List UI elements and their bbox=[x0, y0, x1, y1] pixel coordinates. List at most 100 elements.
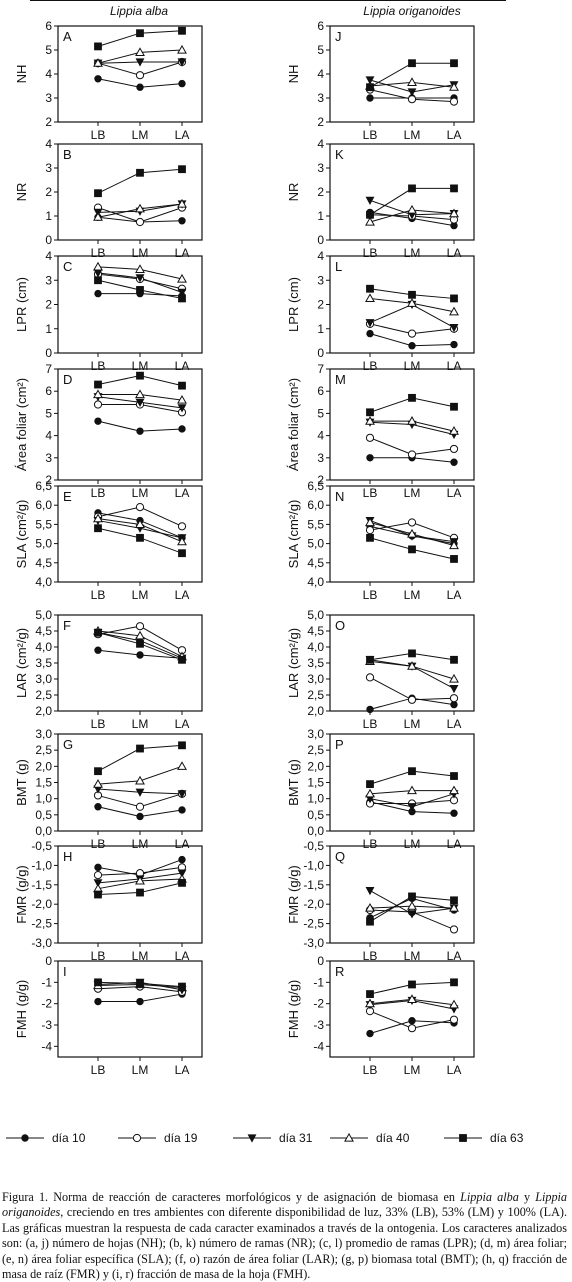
data-point bbox=[450, 294, 458, 303]
panel-letter-h: H bbox=[63, 849, 72, 864]
y-tick-label: 2 bbox=[317, 115, 324, 129]
data-point bbox=[177, 288, 187, 298]
data-point bbox=[449, 999, 459, 1009]
panel-letter-p: P bbox=[335, 737, 344, 752]
panel-frame bbox=[329, 25, 475, 123]
data-point bbox=[135, 503, 145, 512]
data-point bbox=[178, 79, 186, 88]
y-tick-label: -1,0 bbox=[31, 858, 52, 872]
data-point bbox=[407, 994, 417, 1003]
data-point bbox=[135, 217, 145, 227]
data-point bbox=[135, 802, 145, 811]
data-point bbox=[449, 426, 459, 435]
data-point bbox=[94, 997, 102, 1006]
data-point bbox=[407, 450, 417, 459]
y-tick-label: 0 bbox=[45, 346, 52, 360]
caption-species-1: Lippia alba bbox=[460, 1190, 519, 1204]
y-tick-label: 5,0 bbox=[307, 537, 324, 551]
panel-letter-r: R bbox=[335, 964, 344, 979]
data-point bbox=[408, 545, 416, 554]
y-tick-label: 1,5 bbox=[35, 776, 52, 790]
data-point bbox=[178, 855, 186, 864]
y-tick-label: 0,0 bbox=[307, 824, 324, 838]
y-tick-label: 1 bbox=[317, 322, 324, 336]
y-tick-label: 0 bbox=[45, 954, 52, 968]
data-point bbox=[94, 417, 102, 425]
data-point bbox=[136, 997, 144, 1006]
panel-letter-k: K bbox=[335, 147, 344, 162]
panel-l: L 0 1 2 3 4 LB LM LA LPR (cm) bbox=[286, 249, 475, 373]
y-tick-label: 2 bbox=[45, 473, 52, 487]
y-axis-label: LPR (cm) bbox=[14, 277, 29, 332]
data-point bbox=[93, 879, 103, 888]
y-tick-label: 1,0 bbox=[35, 792, 52, 806]
x-tick-label: LB bbox=[363, 359, 378, 373]
y-tick-label: 2,5 bbox=[35, 743, 52, 757]
data-point bbox=[365, 433, 375, 442]
x-tick-label: LA bbox=[175, 486, 190, 500]
data-point bbox=[408, 184, 416, 193]
data-point bbox=[177, 522, 187, 531]
y-tick-label: 5,0 bbox=[35, 537, 52, 551]
x-tick-label: LM bbox=[404, 949, 421, 963]
y-tick-label: 6,0 bbox=[307, 498, 324, 512]
figure-caption: Figura 1. Norma de reacción de caractere… bbox=[2, 1190, 567, 1282]
y-tick-label: 2,5 bbox=[307, 743, 324, 757]
x-tick-label: LB bbox=[363, 949, 378, 963]
x-tick-label: LB bbox=[363, 246, 378, 260]
data-point bbox=[94, 646, 102, 654]
data-point bbox=[366, 210, 374, 219]
data-point bbox=[177, 44, 187, 54]
data-point bbox=[407, 204, 417, 214]
panel-frame bbox=[329, 485, 475, 583]
panel-k: K 0 1 2 3 4 LB LM LA NR bbox=[286, 137, 475, 260]
y-axis-label: NH bbox=[286, 65, 301, 84]
x-tick-label: LM bbox=[132, 949, 149, 963]
data-point bbox=[94, 289, 102, 298]
x-tick-label: LM bbox=[404, 359, 421, 373]
data-point bbox=[178, 982, 186, 991]
y-tick-label: 1,5 bbox=[307, 776, 324, 790]
y-tick-label: 1 bbox=[317, 209, 324, 223]
x-tick-label: LM bbox=[404, 1063, 421, 1077]
data-point bbox=[450, 340, 458, 349]
data-point bbox=[366, 1029, 374, 1038]
data-point bbox=[408, 1017, 416, 1025]
y-tick-label: 4 bbox=[317, 249, 324, 263]
panel-letter-l: L bbox=[335, 259, 342, 274]
x-tick-label: LA bbox=[447, 1063, 462, 1077]
y-tick-label: 2 bbox=[317, 473, 324, 487]
data-point bbox=[136, 83, 144, 91]
panel-p: P 0,0 0,5 1,0 1,5 2,0 2,5 3,0 LB LM LA BMT (g) bbox=[286, 727, 475, 851]
y-axis-label: SLA (cm²/g) bbox=[14, 500, 29, 569]
data-point bbox=[177, 790, 187, 799]
data-point bbox=[178, 878, 186, 887]
panel-frame bbox=[329, 845, 475, 944]
data-point bbox=[449, 208, 459, 218]
data-point bbox=[450, 458, 458, 466]
x-tick-label: LB bbox=[363, 1063, 378, 1077]
y-tick-label: 4,5 bbox=[35, 624, 52, 638]
data-point bbox=[94, 803, 102, 811]
data-point bbox=[450, 59, 458, 68]
data-point bbox=[408, 59, 416, 68]
data-point bbox=[177, 869, 187, 878]
y-tick-label: 3,5 bbox=[307, 656, 324, 670]
y-tick-label: 4 bbox=[45, 429, 52, 443]
y-axis-label: FMH (g/g) bbox=[286, 980, 301, 1039]
x-tick-label: LB bbox=[91, 1063, 106, 1077]
y-tick-label: -2 bbox=[41, 997, 52, 1011]
y-tick-label: 3 bbox=[317, 161, 324, 175]
panel-letter-j: J bbox=[335, 29, 342, 44]
data-point bbox=[408, 892, 416, 901]
column-title-left: Lippia alba bbox=[110, 4, 168, 18]
data-point bbox=[177, 761, 187, 770]
x-tick-label: LA bbox=[447, 949, 462, 963]
data-point bbox=[177, 404, 187, 413]
x-tick-label: LA bbox=[175, 359, 190, 373]
y-tick-label: 4,0 bbox=[35, 575, 52, 589]
y-tick-label: 2 bbox=[45, 115, 52, 129]
data-point bbox=[94, 276, 102, 285]
data-point bbox=[365, 902, 375, 912]
